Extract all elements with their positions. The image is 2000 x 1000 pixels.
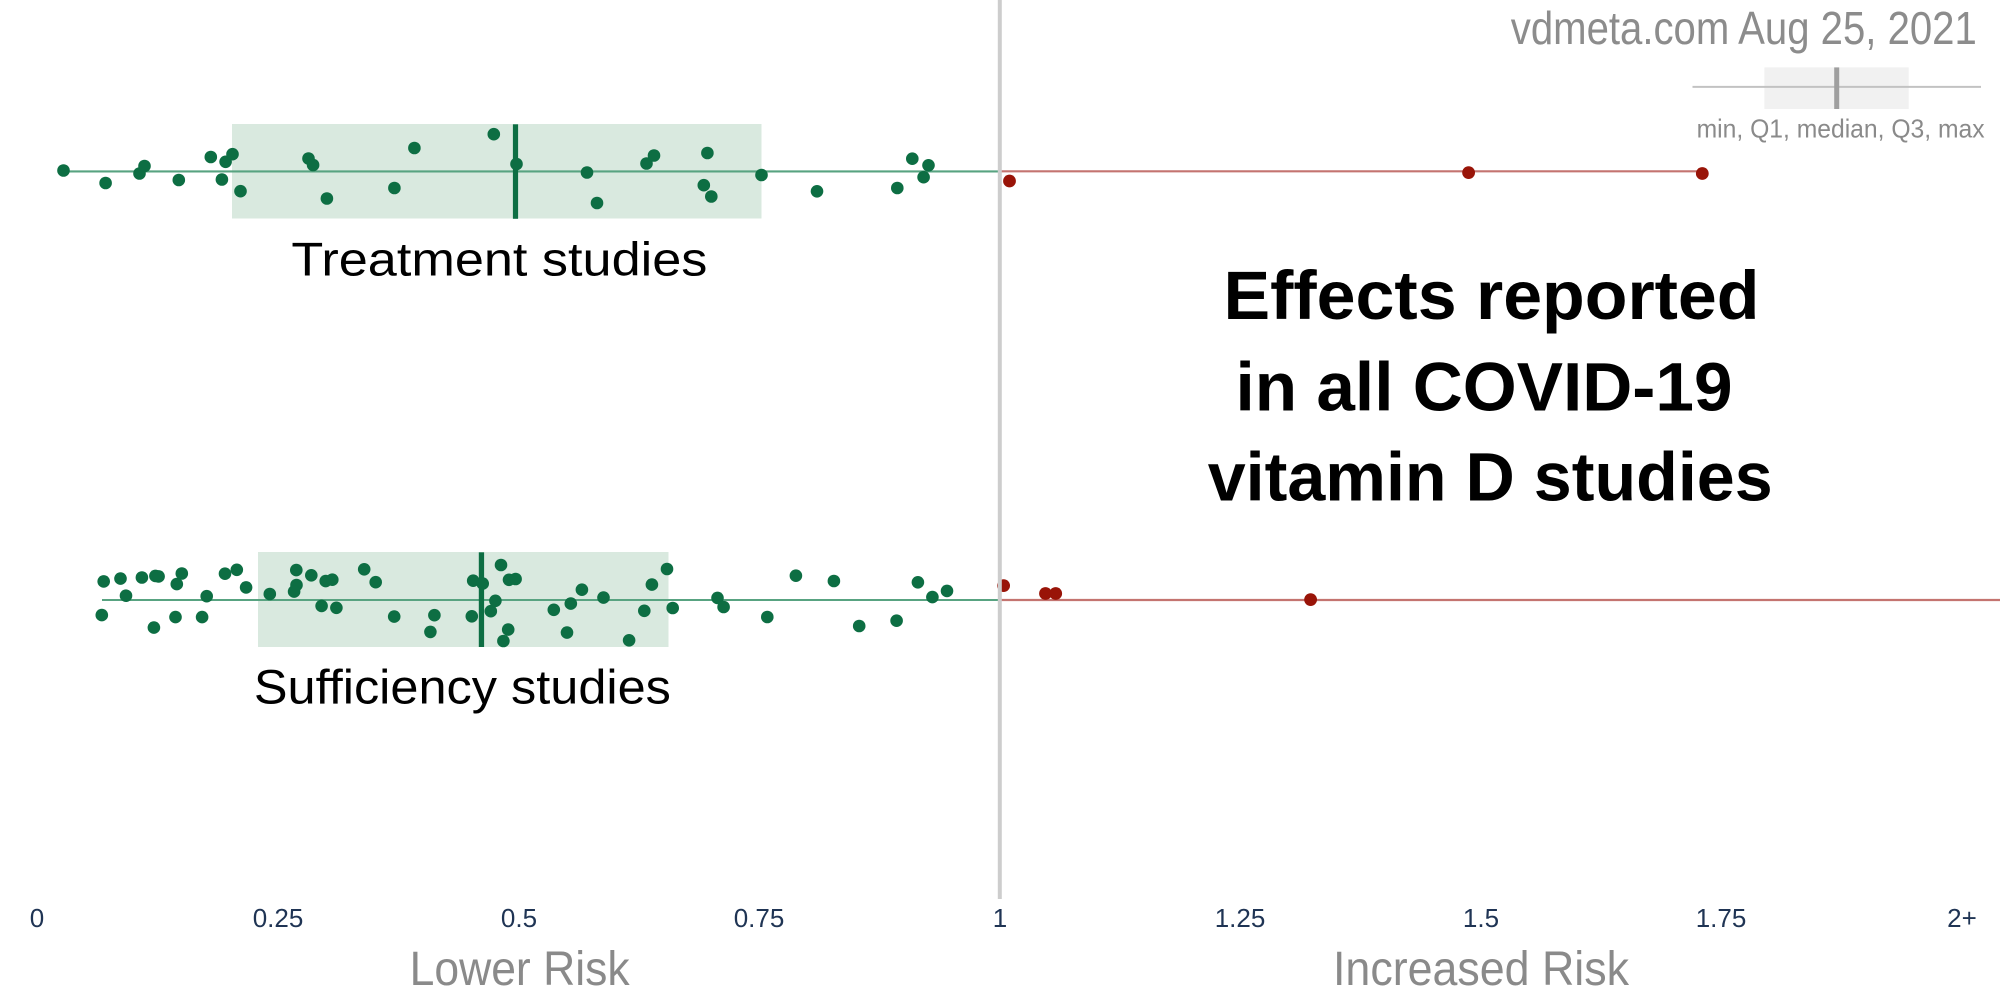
svg-text:Increased Risk: Increased Risk [1333,943,1630,996]
svg-text:Lower Risk: Lower Risk [410,943,631,996]
svg-text:1.25: 1.25 [1215,903,1266,933]
svg-text:Effects reported: Effects reported [1224,257,1760,334]
svg-text:0.75: 0.75 [734,903,785,933]
svg-text:in all COVID-19: in all COVID-19 [1236,349,1733,426]
svg-text:vitamin D studies: vitamin D studies [1208,439,1773,516]
svg-text:0.25: 0.25 [253,903,304,933]
svg-text:0: 0 [30,903,44,933]
svg-text:1: 1 [993,903,1007,933]
svg-text:1.5: 1.5 [1463,903,1499,933]
svg-text:1.75: 1.75 [1696,903,1747,933]
svg-text:vdmeta.com Aug 25, 2021: vdmeta.com Aug 25, 2021 [1511,2,1977,54]
svg-text:0.5: 0.5 [501,903,537,933]
svg-text:Treatment studies: Treatment studies [291,233,707,286]
svg-text:Sufficiency studies: Sufficiency studies [254,662,671,715]
svg-text:2+: 2+ [1947,903,1977,933]
svg-text:min, Q1, median, Q3, max: min, Q1, median, Q3, max [1697,114,1985,144]
